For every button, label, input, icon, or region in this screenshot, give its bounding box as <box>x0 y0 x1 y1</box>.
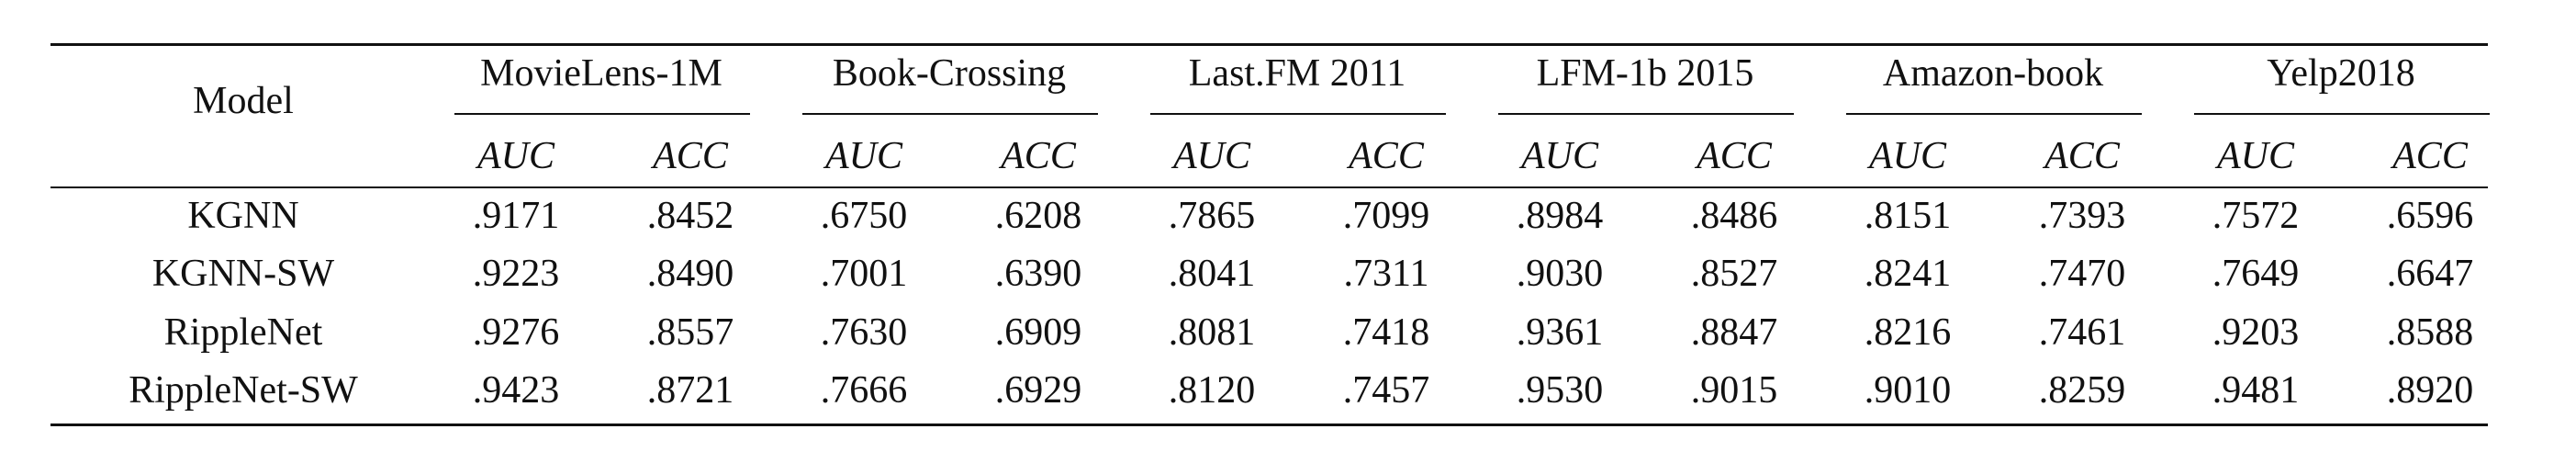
metric-value-cell: .7630 <box>820 311 908 354</box>
metric-value-cell: .7865 <box>1168 195 1256 237</box>
metric-value-cell: .8041 <box>1168 253 1256 295</box>
metric-header: AUC <box>1521 135 1598 177</box>
metric-value-cell: .8259 <box>2038 369 2126 412</box>
metric-value-cell: .7649 <box>2212 253 2300 295</box>
metric-value-cell: .8527 <box>1690 253 1778 295</box>
dataset-header: Book-Crossing <box>832 52 1067 95</box>
metric-header: ACC <box>1349 135 1424 177</box>
dataset-header: MovieLens-1M <box>480 52 722 95</box>
metric-value-cell: .6390 <box>994 253 1082 295</box>
bottom-rule <box>50 423 2488 426</box>
metric-value-cell: .7572 <box>2212 195 2300 237</box>
model-name-cell: RippleNet-SW <box>129 369 358 412</box>
metric-value-cell: .8486 <box>1690 195 1778 237</box>
dataset-group-rule <box>454 113 750 115</box>
metric-header: ACC <box>653 135 728 177</box>
dataset-group-rule <box>1498 113 1794 115</box>
model-column-header: Model <box>193 80 294 122</box>
metric-value-cell: .7311 <box>1343 253 1429 295</box>
metric-value-cell: .6909 <box>994 311 1082 354</box>
metric-value-cell: .9223 <box>472 253 560 295</box>
metric-value-cell: .8490 <box>646 253 734 295</box>
metric-header: ACC <box>2044 135 2120 177</box>
metric-value-cell: .9361 <box>1516 311 1604 354</box>
metric-value-cell: .8151 <box>1864 195 1952 237</box>
metric-value-cell: .8588 <box>2386 311 2474 354</box>
metric-value-cell: .8452 <box>646 195 734 237</box>
metric-value-cell: .8216 <box>1864 311 1952 354</box>
metric-header: AUC <box>825 135 902 177</box>
dataset-header: Yelp2018 <box>2267 52 2415 95</box>
dataset-group-rule <box>2194 113 2490 115</box>
metric-header: AUC <box>2217 135 2294 177</box>
metric-value-cell: .7461 <box>2038 311 2126 354</box>
metric-value-cell: .9203 <box>2212 311 2300 354</box>
metric-value-cell: .6208 <box>994 195 1082 237</box>
metric-header: AUC <box>1173 135 1250 177</box>
metric-value-cell: .9423 <box>472 369 560 412</box>
model-name-cell: RippleNet <box>163 311 323 354</box>
metric-value-cell: .7001 <box>820 253 908 295</box>
metric-value-cell: .6929 <box>994 369 1082 412</box>
metric-value-cell: .9276 <box>472 311 560 354</box>
top-rule <box>50 43 2488 46</box>
dataset-group-rule <box>1150 113 1446 115</box>
model-name-cell: KGNN <box>187 195 299 237</box>
metric-value-cell: .6596 <box>2386 195 2474 237</box>
metric-header: AUC <box>477 135 554 177</box>
metric-header: ACC <box>1697 135 1772 177</box>
metric-value-cell: .9481 <box>2212 369 2300 412</box>
metric-value-cell: .8081 <box>1168 311 1256 354</box>
metric-value-cell: .7418 <box>1342 311 1430 354</box>
dataset-group-rule <box>1846 113 2142 115</box>
metric-value-cell: .7666 <box>820 369 908 412</box>
dataset-group-rule <box>802 113 1098 115</box>
metric-value-cell: .8241 <box>1864 253 1952 295</box>
metric-value-cell: .8920 <box>2386 369 2474 412</box>
metric-value-cell: .8847 <box>1690 311 1778 354</box>
metric-value-cell: .9010 <box>1864 369 1952 412</box>
metric-value-cell: .9171 <box>472 195 560 237</box>
metric-value-cell: .7470 <box>2038 253 2126 295</box>
metric-value-cell: .7099 <box>1342 195 1430 237</box>
header-rule <box>50 186 2488 188</box>
metric-value-cell: .6647 <box>2386 253 2474 295</box>
metric-value-cell: .6750 <box>820 195 908 237</box>
metric-value-cell: .8984 <box>1516 195 1604 237</box>
dataset-header: LFM-1b 2015 <box>1536 52 1754 95</box>
metric-value-cell: .9015 <box>1690 369 1778 412</box>
metric-value-cell: .9530 <box>1516 369 1604 412</box>
metric-value-cell: .8120 <box>1168 369 1256 412</box>
metric-value-cell: .7393 <box>2038 195 2126 237</box>
model-name-cell: KGNN-SW <box>151 253 335 295</box>
metric-value-cell: .9030 <box>1516 253 1604 295</box>
metric-value-cell: .8721 <box>646 369 734 412</box>
metric-header: ACC <box>1001 135 1076 177</box>
metric-value-cell: .7457 <box>1342 369 1430 412</box>
dataset-header: Last.FM 2011 <box>1188 52 1406 95</box>
metric-value-cell: .8557 <box>646 311 734 354</box>
metric-header: ACC <box>2392 135 2468 177</box>
metric-header: AUC <box>1869 135 1946 177</box>
dataset-header: Amazon-book <box>1882 52 2104 95</box>
